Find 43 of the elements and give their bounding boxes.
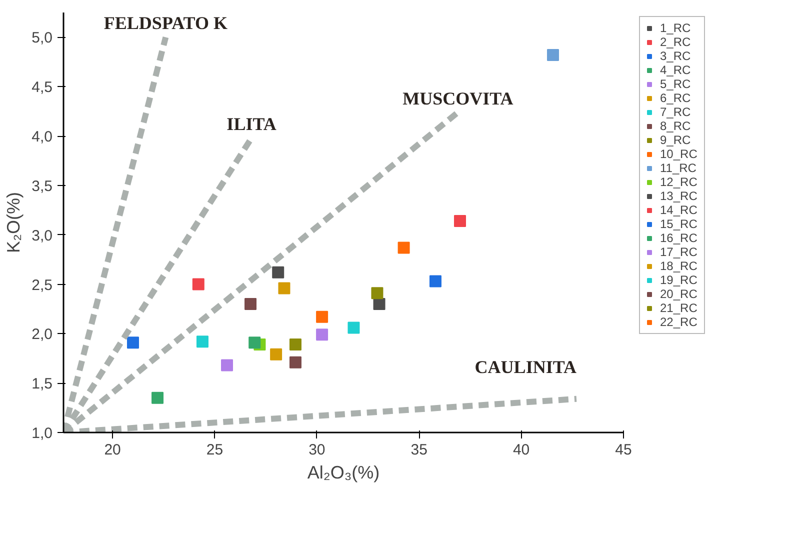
- legend-label: 20_RC: [660, 287, 698, 301]
- legend-label: 13_RC: [660, 189, 698, 203]
- y-axis-title: K₂O(%): [4, 192, 24, 253]
- annotation: FELDSPATO K: [104, 13, 228, 34]
- annotation: MUSCOVITA: [402, 88, 514, 108]
- x-tick-label: 45: [615, 442, 632, 458]
- annotation: ILITA: [226, 114, 276, 134]
- x-tick-label: 20: [104, 442, 121, 458]
- legend-label: 4_RC: [660, 63, 692, 77]
- legend-label: 1_RC: [660, 21, 692, 35]
- legend-label: 8_RC: [660, 119, 692, 133]
- y-tick-label: 4,5: [32, 79, 53, 96]
- legend-label: 2_RC: [660, 35, 692, 49]
- legend-label: 10_RC: [660, 147, 698, 161]
- legend-label: 15_RC: [660, 217, 698, 231]
- annotation: CAULINITA: [474, 356, 576, 377]
- legend-label: 7_RC: [660, 105, 692, 119]
- y-tick-label: 1,0: [32, 425, 53, 442]
- legend-label: 21_RC: [660, 301, 698, 315]
- legend-label: 16_RC: [660, 231, 698, 245]
- legend-label: 11_RC: [660, 161, 698, 175]
- x-tick-label: 25: [206, 442, 224, 458]
- y-tick-label: 3,0: [32, 227, 53, 244]
- legend-label: 6_RC: [660, 91, 692, 105]
- legend-label: 14_RC: [660, 203, 698, 217]
- y-tick-label: 5,0: [32, 30, 53, 47]
- y-tick-label: 2,0: [32, 326, 53, 344]
- y-tick-label: 1,5: [32, 376, 53, 393]
- legend-label: 22_RC: [660, 315, 698, 329]
- x-axis-title: Al₂O₃(%): [307, 462, 380, 482]
- x-tick-label: 40: [512, 442, 530, 458]
- legend-label: 9_RC: [660, 133, 692, 147]
- y-tick-label: 2,5: [32, 276, 53, 294]
- legend-label: 3_RC: [660, 49, 692, 63]
- legend-label: 12_RC: [660, 175, 698, 189]
- x-tick-label: 35: [410, 442, 428, 458]
- x-tick-label: 30: [308, 442, 326, 458]
- legend-label: 17_RC: [660, 245, 698, 259]
- legend-label: 5_RC: [660, 77, 692, 91]
- y-tick-label: 4,0: [32, 128, 53, 146]
- legend-label: 19_RC: [660, 273, 698, 287]
- legend-label: 18_RC: [660, 259, 698, 273]
- y-tick-label: 3,5: [32, 178, 53, 195]
